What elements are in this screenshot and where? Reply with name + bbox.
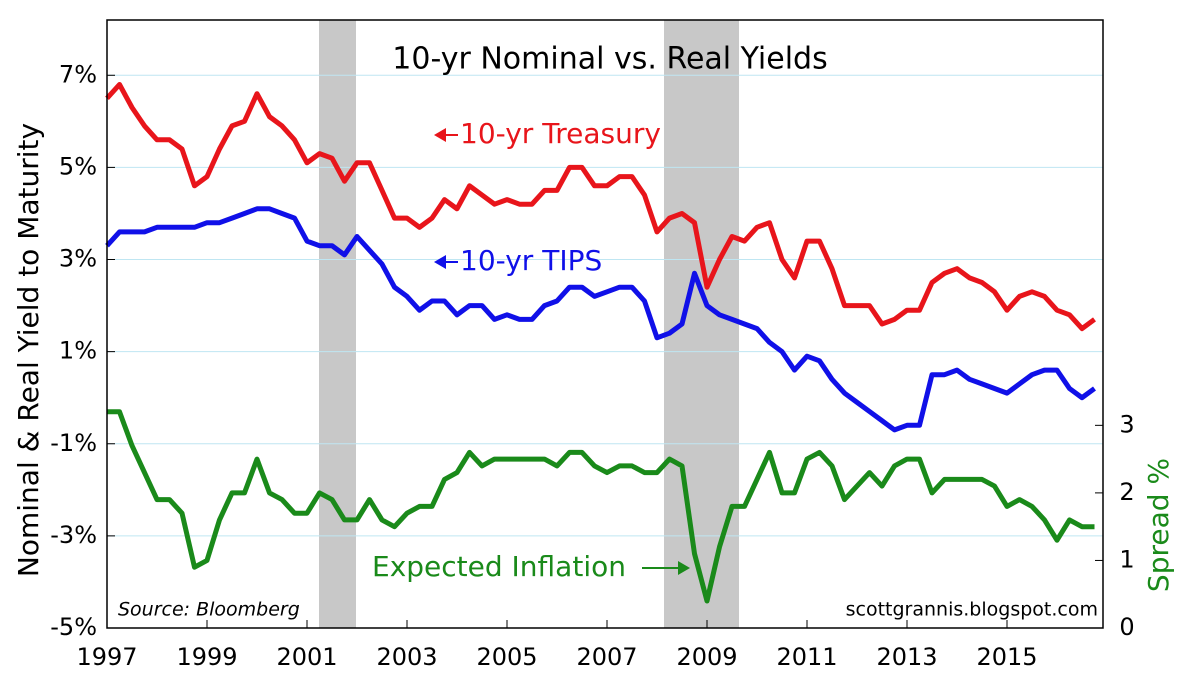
y2-axis-label: Spread % xyxy=(1142,458,1175,592)
series-label: 10-yr Treasury xyxy=(460,117,661,150)
x-tick-label: 2003 xyxy=(376,643,437,671)
y-tick-label: -3% xyxy=(50,521,97,549)
x-tick-label: 2011 xyxy=(776,643,837,671)
x-tick-label: 1999 xyxy=(176,643,237,671)
source-note: Source: Bloomberg xyxy=(118,599,300,621)
y-tick-label: 1% xyxy=(59,337,97,365)
x-tick-label: 2009 xyxy=(676,643,737,671)
plot-layer: -5% -3% -1% 1% 3% 5% 7% 0 1 2 3 1997 1999 2001 2003 200… xyxy=(50,19,1135,671)
y2-tick-label: 1 xyxy=(1119,545,1134,573)
y-tick-label: -5% xyxy=(50,613,97,641)
x-tick-label: 2005 xyxy=(476,643,537,671)
y-axis-label: Nominal & Real Yield to Maturity xyxy=(12,123,45,577)
series-line xyxy=(105,82,1096,332)
plot-frame xyxy=(106,19,1104,629)
recession-band xyxy=(319,20,356,628)
series-label: 10-yr TIPS xyxy=(460,244,602,277)
y2-tick-label: 2 xyxy=(1119,478,1134,506)
label-arrowhead xyxy=(434,255,446,269)
series-line xyxy=(107,409,1095,604)
y-tick-label: 3% xyxy=(59,245,97,273)
x-tick-label: 1997 xyxy=(76,643,137,671)
label-arrowhead xyxy=(434,128,446,142)
x-tick-label: 2001 xyxy=(276,643,337,671)
y-tick-label: 7% xyxy=(59,60,97,88)
x-tick-label: 2013 xyxy=(876,643,937,671)
x-tick-label: 2007 xyxy=(576,643,637,671)
chart-title: 10-yr Nominal vs. Real Yields xyxy=(392,42,827,77)
x-tick-label: 2015 xyxy=(976,643,1037,671)
y-tick-label: -1% xyxy=(50,429,97,457)
series-label: Expected Inflation xyxy=(372,550,626,583)
y2-tick-label: 3 xyxy=(1119,410,1134,438)
credit: scottgrannis.blogspot.com xyxy=(846,599,1098,621)
label-arrowhead xyxy=(678,561,690,575)
recession-band xyxy=(664,20,739,628)
y2-tick-label: 0 xyxy=(1119,613,1134,641)
y-tick-label: 5% xyxy=(59,152,97,180)
series-line xyxy=(105,206,1096,433)
